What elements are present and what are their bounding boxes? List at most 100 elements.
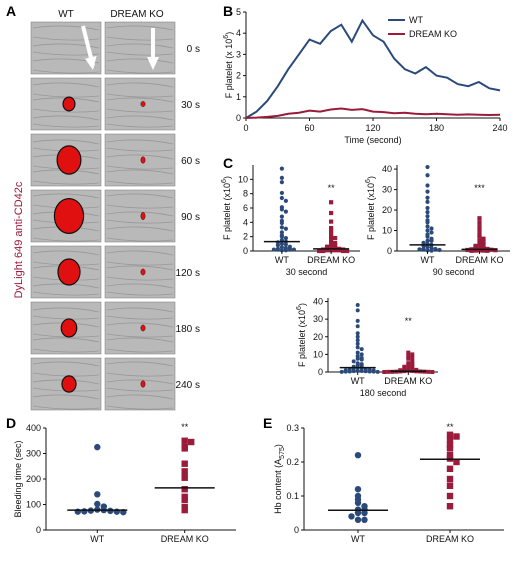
wt-data-point (359, 368, 364, 373)
tissue-texture (106, 58, 174, 64)
dream-ko-data-point (325, 244, 330, 249)
wt-data-point (359, 352, 364, 357)
dream-ko-data-point (481, 242, 486, 247)
y-tick-label: 0.1 (286, 491, 299, 501)
wt-data-point (94, 443, 101, 451)
panel-label-a: A (6, 3, 16, 19)
tissue-texture (106, 348, 174, 353)
wt-data-point (355, 303, 360, 308)
y-tick-label: 0 (318, 367, 323, 377)
y-axis-title-end: ) (273, 444, 283, 447)
wt-frame (30, 189, 102, 243)
y-axis-title: F platelet (x106) (221, 176, 232, 240)
tissue-texture (106, 307, 174, 313)
tissue-texture (32, 307, 100, 313)
dream-ko-data-point (485, 248, 490, 253)
dream-ko-data-point (410, 359, 415, 364)
wt-data-point (279, 207, 284, 212)
y-tick-label: 20 (313, 332, 323, 342)
tissue-texture (106, 25, 174, 31)
wt-data-point (355, 368, 360, 373)
y-tick-label: 100 (26, 500, 41, 510)
tissue-texture (106, 283, 174, 289)
dream-ko-data-point (477, 241, 482, 246)
ko-frame (104, 77, 176, 131)
dream-ko-data-point (317, 248, 322, 254)
dream-ko-data-point (446, 445, 454, 452)
tissue-texture (106, 123, 174, 128)
tissue-texture (32, 337, 100, 343)
dream-ko-data-point (333, 248, 338, 253)
tissue-texture (106, 333, 174, 338)
wt-data-point (429, 226, 434, 231)
chart-title: 90 second (433, 267, 475, 277)
y-tick-label: 0 (36, 525, 41, 535)
wt-data-point (279, 225, 284, 230)
column-header-wt: WT (58, 9, 74, 20)
y-tick-label: 10 (382, 226, 392, 236)
tissue-texture (106, 115, 174, 121)
dream-ko-data-point (477, 234, 482, 239)
dream-ko-data-point (477, 238, 482, 243)
wt-data-point (271, 247, 276, 252)
dream-ko-data-point (410, 364, 415, 369)
tissue-texture (106, 226, 174, 232)
wt-data-point (355, 338, 360, 343)
dream-ko-data-point (477, 216, 482, 221)
wt-data-point (283, 209, 288, 214)
dream-ko-data-point (453, 433, 460, 440)
y-axis-title-sup: 6 (365, 179, 372, 183)
dream-ko-data-point (382, 370, 387, 374)
x-tick-label: 120 (365, 123, 380, 133)
tissue-texture (106, 394, 174, 400)
ko-frame (104, 189, 176, 243)
y-tick-label: 300 (26, 449, 41, 459)
y-tick-label: 0.3 (286, 423, 299, 433)
wt-data-point (279, 220, 284, 226)
wt-data-point (355, 350, 360, 355)
tissue-texture (106, 51, 174, 56)
wt-data-point (425, 173, 430, 178)
wt-data-point (279, 234, 284, 239)
dream-ko-data-point (477, 224, 482, 229)
dream-ko-data-point (333, 243, 338, 248)
legend-label: DREAM KO (409, 29, 457, 39)
dream-ko-data-point (446, 503, 454, 510)
wt-data-point (425, 248, 430, 253)
panel-b-line-chart: 0 1 2 3 4 5 0 60 120 180 240 Time (second) F platele… (223, 7, 508, 145)
tissue-texture (106, 169, 174, 175)
ko-frame (104, 245, 176, 299)
x-tick-label: DREAM KO (161, 534, 209, 544)
wt-data-point (287, 246, 292, 251)
wt-data-point (355, 334, 360, 339)
tissue-texture (106, 180, 174, 185)
tissue-texture (106, 154, 174, 160)
wt-data-point (343, 369, 348, 374)
tissue-texture (106, 265, 174, 271)
dream-ko-data-point (345, 248, 350, 254)
wt-data-point (361, 509, 368, 517)
wt-frame (30, 357, 102, 411)
y-axis-title-end: ) (224, 32, 234, 35)
tissue-texture (32, 43, 100, 49)
y-axis-title: F platelet (x 106) (223, 32, 234, 98)
tissue-texture (106, 237, 174, 242)
wt-data-point (425, 234, 430, 239)
y-tick-label: 0 (243, 246, 248, 256)
dream-ko-data-point (430, 370, 435, 374)
tissue-texture (106, 379, 174, 385)
platelet-clot (61, 375, 77, 393)
wt-data-point (283, 248, 288, 253)
wt-data-point (425, 183, 430, 188)
tissue-texture (106, 43, 174, 49)
dream-ko-data-point (406, 356, 411, 361)
dream-ko-data-point (329, 231, 334, 236)
dream-ko-data-point (337, 248, 342, 253)
tissue-texture (32, 36, 100, 41)
wt-data-point (425, 164, 430, 170)
y-axis-title-end: ) (222, 176, 232, 179)
tissue-texture (106, 261, 174, 266)
dream-ko-data-point (333, 241, 338, 246)
x-tick-label: WT (351, 534, 365, 544)
tissue-texture (106, 139, 174, 145)
